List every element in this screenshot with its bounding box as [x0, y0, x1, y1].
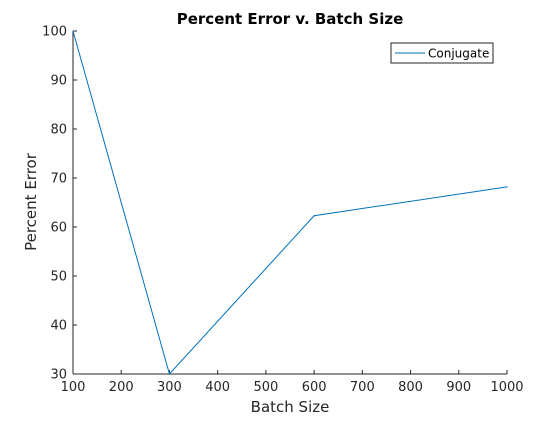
x-tick-label: 800 [398, 380, 423, 395]
y-tick-label: 90 [50, 74, 67, 89]
series-layer [72, 30, 508, 376]
y-tick-label: 100 [42, 25, 67, 40]
x-tick-label: 600 [302, 380, 327, 395]
data-point [168, 373, 171, 375]
series-line-conjugate [72, 30, 508, 376]
x-tick-label: 500 [253, 380, 278, 395]
legend: Conjugate [390, 42, 494, 64]
data-point [72, 30, 74, 32]
legend-entry-conjugate: Conjugate [428, 47, 489, 61]
x-tick-label: 100 [61, 380, 86, 395]
y-axis-ticks: 30 40 50 60 70 80 90 100 [42, 25, 77, 383]
y-axis-label: Percent Error [22, 152, 40, 251]
y-tick-label: 70 [50, 172, 67, 187]
y-tick-label: 80 [50, 123, 67, 138]
y-tick-label: 30 [50, 368, 67, 383]
x-axis-ticks: 100 200 300 400 500 600 700 800 900 1000 [61, 370, 524, 395]
y-tick-label: 50 [50, 270, 67, 285]
data-point [506, 186, 508, 188]
data-point [313, 215, 315, 217]
x-tick-label: 300 [157, 380, 182, 395]
x-axis-label: Batch Size [251, 398, 330, 416]
legend-box [390, 42, 494, 64]
x-tick-label: 200 [109, 380, 134, 395]
y-tick-label: 60 [50, 221, 67, 236]
x-tick-label: 900 [446, 380, 471, 395]
chart-title: Percent Error v. Batch Size [177, 10, 404, 28]
plot-area [72, 31, 507, 375]
y-tick-label: 40 [50, 319, 67, 334]
x-tick-label: 400 [205, 380, 230, 395]
x-tick-label: 1000 [490, 380, 523, 395]
x-tick-label: 700 [350, 380, 375, 395]
